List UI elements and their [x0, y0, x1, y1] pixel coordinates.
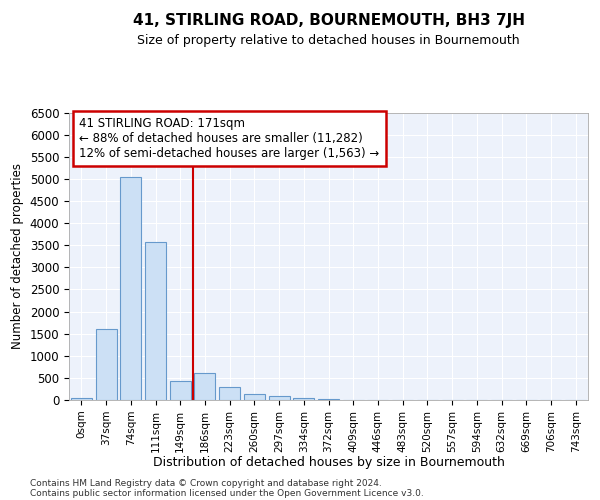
Bar: [95, 329, 116, 400]
Text: Size of property relative to detached houses in Bournemouth: Size of property relative to detached ho…: [137, 34, 520, 47]
Text: Contains public sector information licensed under the Open Government Licence v3: Contains public sector information licen…: [30, 489, 424, 498]
Bar: [194, 374, 215, 400]
Y-axis label: Number of detached properties: Number of detached properties: [11, 163, 24, 350]
Text: 41 STIRLING ROAD: 171sqm
← 88% of detached houses are smaller (11,282)
12% of se: 41 STIRLING ROAD: 171sqm ← 88% of detach…: [79, 117, 380, 160]
Bar: [293, 398, 314, 400]
Bar: [269, 396, 290, 400]
Bar: [120, 176, 141, 400]
Text: Contains HM Land Registry data © Crown copyright and database right 2024.: Contains HM Land Registry data © Crown c…: [30, 479, 382, 488]
Bar: [219, 387, 240, 400]
Bar: [71, 398, 92, 400]
Bar: [244, 394, 265, 400]
Text: 41, STIRLING ROAD, BOURNEMOUTH, BH3 7JH: 41, STIRLING ROAD, BOURNEMOUTH, BH3 7JH: [133, 12, 525, 28]
Bar: [318, 398, 339, 400]
Bar: [145, 242, 166, 400]
Bar: [170, 382, 191, 400]
Text: Distribution of detached houses by size in Bournemouth: Distribution of detached houses by size …: [153, 456, 505, 469]
